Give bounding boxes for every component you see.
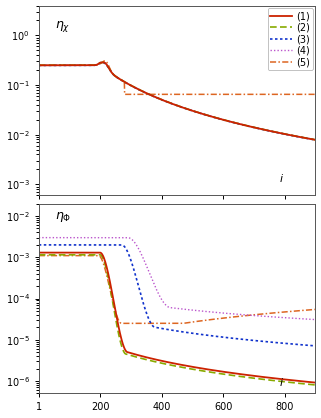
Legend: (1), (2), (3), (4), (5): (1), (2), (3), (4), (5): [267, 8, 313, 70]
Text: $\eta_\chi$: $\eta_\chi$: [56, 19, 71, 34]
Text: $i$: $i$: [280, 376, 284, 388]
Text: $\eta_\Phi$: $\eta_\Phi$: [56, 210, 72, 224]
Text: $i$: $i$: [280, 172, 284, 184]
